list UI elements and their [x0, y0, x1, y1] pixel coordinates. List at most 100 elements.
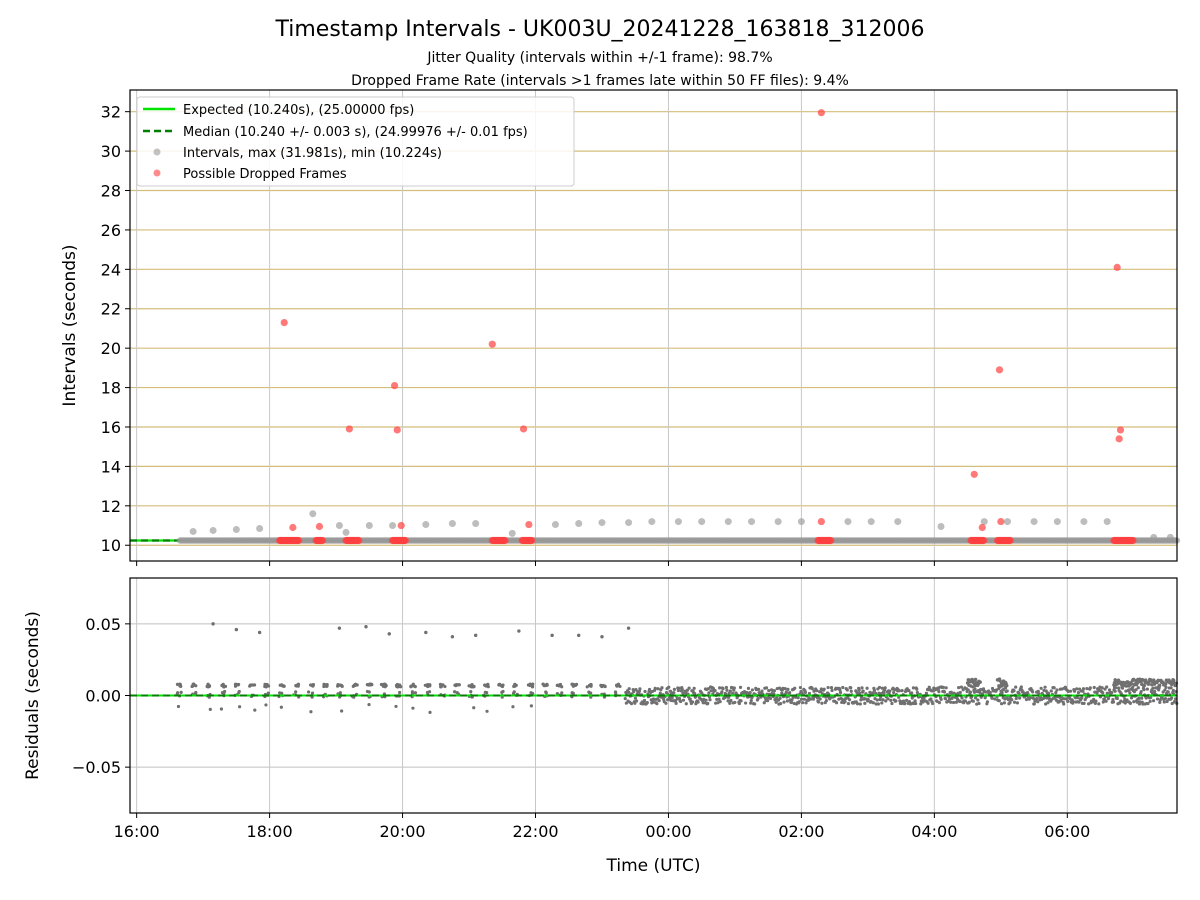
- residual-point: [807, 691, 812, 696]
- residual-point: [957, 685, 961, 690]
- residual-point: [1019, 685, 1023, 689]
- residual-point: [1039, 686, 1043, 690]
- intervals-points: [176, 510, 1181, 544]
- residual-point: [958, 699, 962, 704]
- residual-point: [645, 701, 649, 705]
- residual-point: [1100, 686, 1104, 690]
- interval-point: [748, 518, 756, 526]
- residual-point: [176, 704, 181, 709]
- residual-outlier-point: [517, 629, 521, 633]
- interval-point: [674, 518, 682, 526]
- dropped-frame-point: [488, 340, 496, 348]
- interval-point: [980, 518, 988, 526]
- residual-point: [999, 702, 1004, 706]
- residual-point: [843, 700, 847, 704]
- residual-point: [902, 699, 906, 703]
- residual-point: [973, 677, 978, 682]
- residual-point: [249, 683, 253, 687]
- residual-point: [1158, 683, 1162, 688]
- residual-point: [849, 689, 853, 693]
- residual-point: [1005, 689, 1009, 693]
- residual-point: [194, 691, 198, 695]
- residual-point: [672, 687, 677, 691]
- residual-point: [1015, 701, 1019, 705]
- residual-point: [501, 689, 505, 694]
- residual-point: [801, 701, 805, 705]
- intervals-legend: Expected (10.240s), (25.00000 fps) Media…: [136, 96, 575, 187]
- dropped-frame-point: [995, 366, 1004, 374]
- residual-point: [946, 699, 950, 703]
- residual-point: [511, 705, 515, 709]
- residual-point: [786, 687, 790, 691]
- intervals-plot-frame: [129, 89, 1178, 562]
- residual-point: [690, 700, 695, 704]
- residual-point: [541, 682, 545, 686]
- residual-point: [647, 687, 652, 692]
- residual-point: [1110, 691, 1114, 695]
- residual-point: [670, 695, 674, 700]
- residuals-x-ticks: 16:00 18:00 20:00 22:00 00:00 02:00 04:00 06:00: [114, 813, 1090, 841]
- intervals-y-tick-label: 18: [101, 379, 121, 398]
- residual-point: [485, 709, 489, 713]
- residual-point: [1150, 683, 1154, 687]
- residual-point: [931, 701, 935, 706]
- residual-point: [657, 699, 661, 703]
- residual-point: [709, 689, 713, 693]
- residual-point: [634, 699, 639, 703]
- residual-point: [732, 686, 736, 690]
- residual-point: [383, 685, 387, 689]
- residual-point: [265, 684, 270, 688]
- residual-point: [589, 682, 593, 687]
- residual-point: [963, 699, 968, 703]
- residual-point: [764, 686, 769, 690]
- residual-point: [674, 701, 678, 705]
- residual-point: [707, 691, 711, 695]
- dropped-frame-point: [397, 521, 405, 530]
- residual-point: [1106, 697, 1110, 701]
- residual-point: [439, 685, 443, 689]
- residual-point: [1024, 697, 1029, 702]
- residual-point: [1043, 685, 1047, 689]
- dropped-frame-point: [817, 517, 825, 526]
- residual-point: [1145, 687, 1149, 691]
- residual-point: [528, 683, 532, 688]
- intervals-panel: 10 12 14 16 18 20 22 24 26 28 30 32 Intervals (seco…: [60, 89, 1181, 566]
- residual-point: [179, 690, 183, 694]
- residual-point: [1141, 678, 1145, 682]
- residual-point: [1092, 697, 1096, 701]
- intervals-y-tick-label: 22: [101, 300, 121, 319]
- interval-point: [724, 518, 732, 526]
- residual-point: [763, 696, 767, 700]
- residual-point: [1166, 690, 1170, 694]
- residual-point: [968, 690, 973, 694]
- residual-point: [1064, 697, 1069, 701]
- residual-point: [179, 684, 183, 688]
- residual-point: [958, 690, 962, 695]
- residual-point: [1149, 695, 1153, 699]
- intervals-y-tick-label: 28: [101, 182, 121, 201]
- intervals-y-axis-label: Intervals (seconds): [60, 244, 80, 406]
- residual-point: [713, 688, 717, 693]
- residual-point: [1000, 684, 1004, 688]
- residual-outlier-point: [577, 633, 581, 638]
- residual-point: [886, 697, 890, 701]
- interval-point: [422, 521, 430, 529]
- residuals-y-tick-label: −0.05: [72, 758, 121, 777]
- dropped-frame-point: [390, 382, 399, 390]
- residual-point: [706, 687, 710, 691]
- dropped-frame-point: [1115, 435, 1123, 443]
- residual-point: [826, 685, 830, 690]
- interval-point: [342, 528, 350, 536]
- residual-point: [721, 687, 725, 691]
- residual-point: [1076, 690, 1081, 695]
- residual-point: [1055, 688, 1059, 692]
- residual-point: [855, 702, 860, 706]
- residual-point: [796, 696, 800, 700]
- residual-point: [841, 685, 845, 690]
- residual-point: [279, 705, 283, 709]
- residual-point: [910, 696, 914, 700]
- residual-point: [1151, 699, 1156, 703]
- residual-point: [871, 691, 875, 695]
- dropped-frame-point: [1113, 263, 1121, 271]
- residual-point: [684, 702, 688, 706]
